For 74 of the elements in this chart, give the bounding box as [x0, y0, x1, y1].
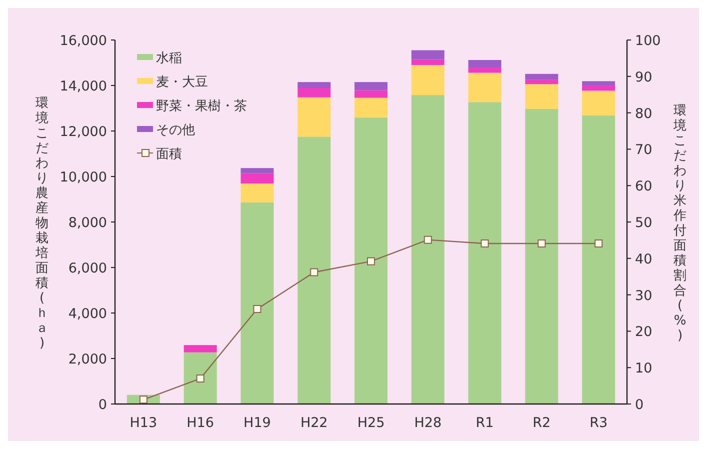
y2-tick-label: 20	[635, 324, 652, 340]
point	[594, 239, 603, 248]
y2-tick-label: 100	[635, 33, 661, 49]
y-tick-label: 14,000	[60, 78, 107, 94]
x-tick-label: H22	[300, 415, 328, 431]
legend-label: 面積	[156, 147, 182, 162]
bar	[582, 86, 616, 91]
bar	[240, 202, 274, 404]
y2-tick-label: 0	[635, 397, 644, 413]
point	[196, 374, 204, 383]
y-tick-label: 6,000	[68, 260, 107, 276]
bar	[354, 98, 388, 118]
y2-tick-label: 30	[635, 288, 652, 304]
x-tick-label: R3	[590, 415, 608, 431]
point	[538, 239, 546, 248]
bar	[184, 345, 217, 352]
y-tick-label: 10,000	[60, 170, 107, 186]
bar	[525, 74, 558, 80]
bar	[298, 97, 331, 137]
bar	[298, 82, 331, 88]
bar	[582, 81, 616, 86]
x-tick-label: H19	[244, 415, 271, 431]
y-tick-label: 2,000	[68, 352, 107, 368]
bar	[525, 84, 558, 109]
bar	[354, 118, 388, 404]
x-tick-label: R2	[532, 415, 551, 431]
x-tick-label: H13	[130, 415, 158, 431]
bar	[184, 352, 217, 404]
bar	[468, 72, 502, 102]
bar	[468, 68, 502, 73]
bar	[468, 102, 502, 404]
bar	[582, 115, 616, 404]
bar	[525, 108, 558, 404]
y-tick-label: 8,000	[68, 215, 107, 231]
legend-label: その他	[156, 123, 195, 138]
bar	[468, 60, 502, 68]
bar	[411, 65, 444, 96]
bar	[525, 80, 558, 84]
y2-tick-label: 80	[635, 106, 652, 122]
bar	[354, 90, 388, 98]
text: 環境こだわり米作付面積割合(%)	[674, 104, 686, 344]
y-tick-label: 16,000	[60, 33, 107, 49]
legend-label: 野菜・果樹・茶	[156, 99, 247, 114]
y2-tick-label: 10	[635, 360, 652, 377]
bar	[411, 50, 444, 60]
x-tick-label: H16	[186, 415, 214, 431]
point	[367, 257, 375, 266]
point	[253, 304, 262, 313]
bar	[298, 136, 331, 404]
y2-tick-label: 90	[635, 69, 652, 86]
x-tick-label: H28	[414, 415, 442, 431]
legend-label: 水稲	[156, 51, 182, 66]
x-tick-label: R1	[476, 415, 494, 431]
bar	[240, 173, 274, 184]
x-tick-label: H25	[357, 415, 385, 431]
y2-tick-label: 60	[635, 178, 652, 195]
y-tick-label: 12,000	[60, 124, 107, 140]
legend-label: 麦・大豆	[156, 75, 208, 90]
bar	[354, 82, 388, 90]
bar	[582, 90, 616, 116]
y2-tick-label: 50	[635, 215, 652, 231]
text: 環境こだわり農産物栽培面積(ｈａ)	[36, 96, 48, 351]
point	[480, 239, 489, 248]
bar	[240, 184, 274, 202]
y2-tick-label: 40	[635, 251, 652, 268]
bar	[411, 95, 444, 404]
y-tick-label: 4,000	[68, 306, 107, 322]
bar	[240, 168, 274, 174]
point	[424, 236, 432, 244]
y-tick-label: 0	[98, 397, 107, 413]
point	[310, 268, 318, 276]
y2-tick-label: 70	[635, 142, 652, 158]
bar	[411, 59, 444, 66]
bar	[298, 88, 331, 98]
